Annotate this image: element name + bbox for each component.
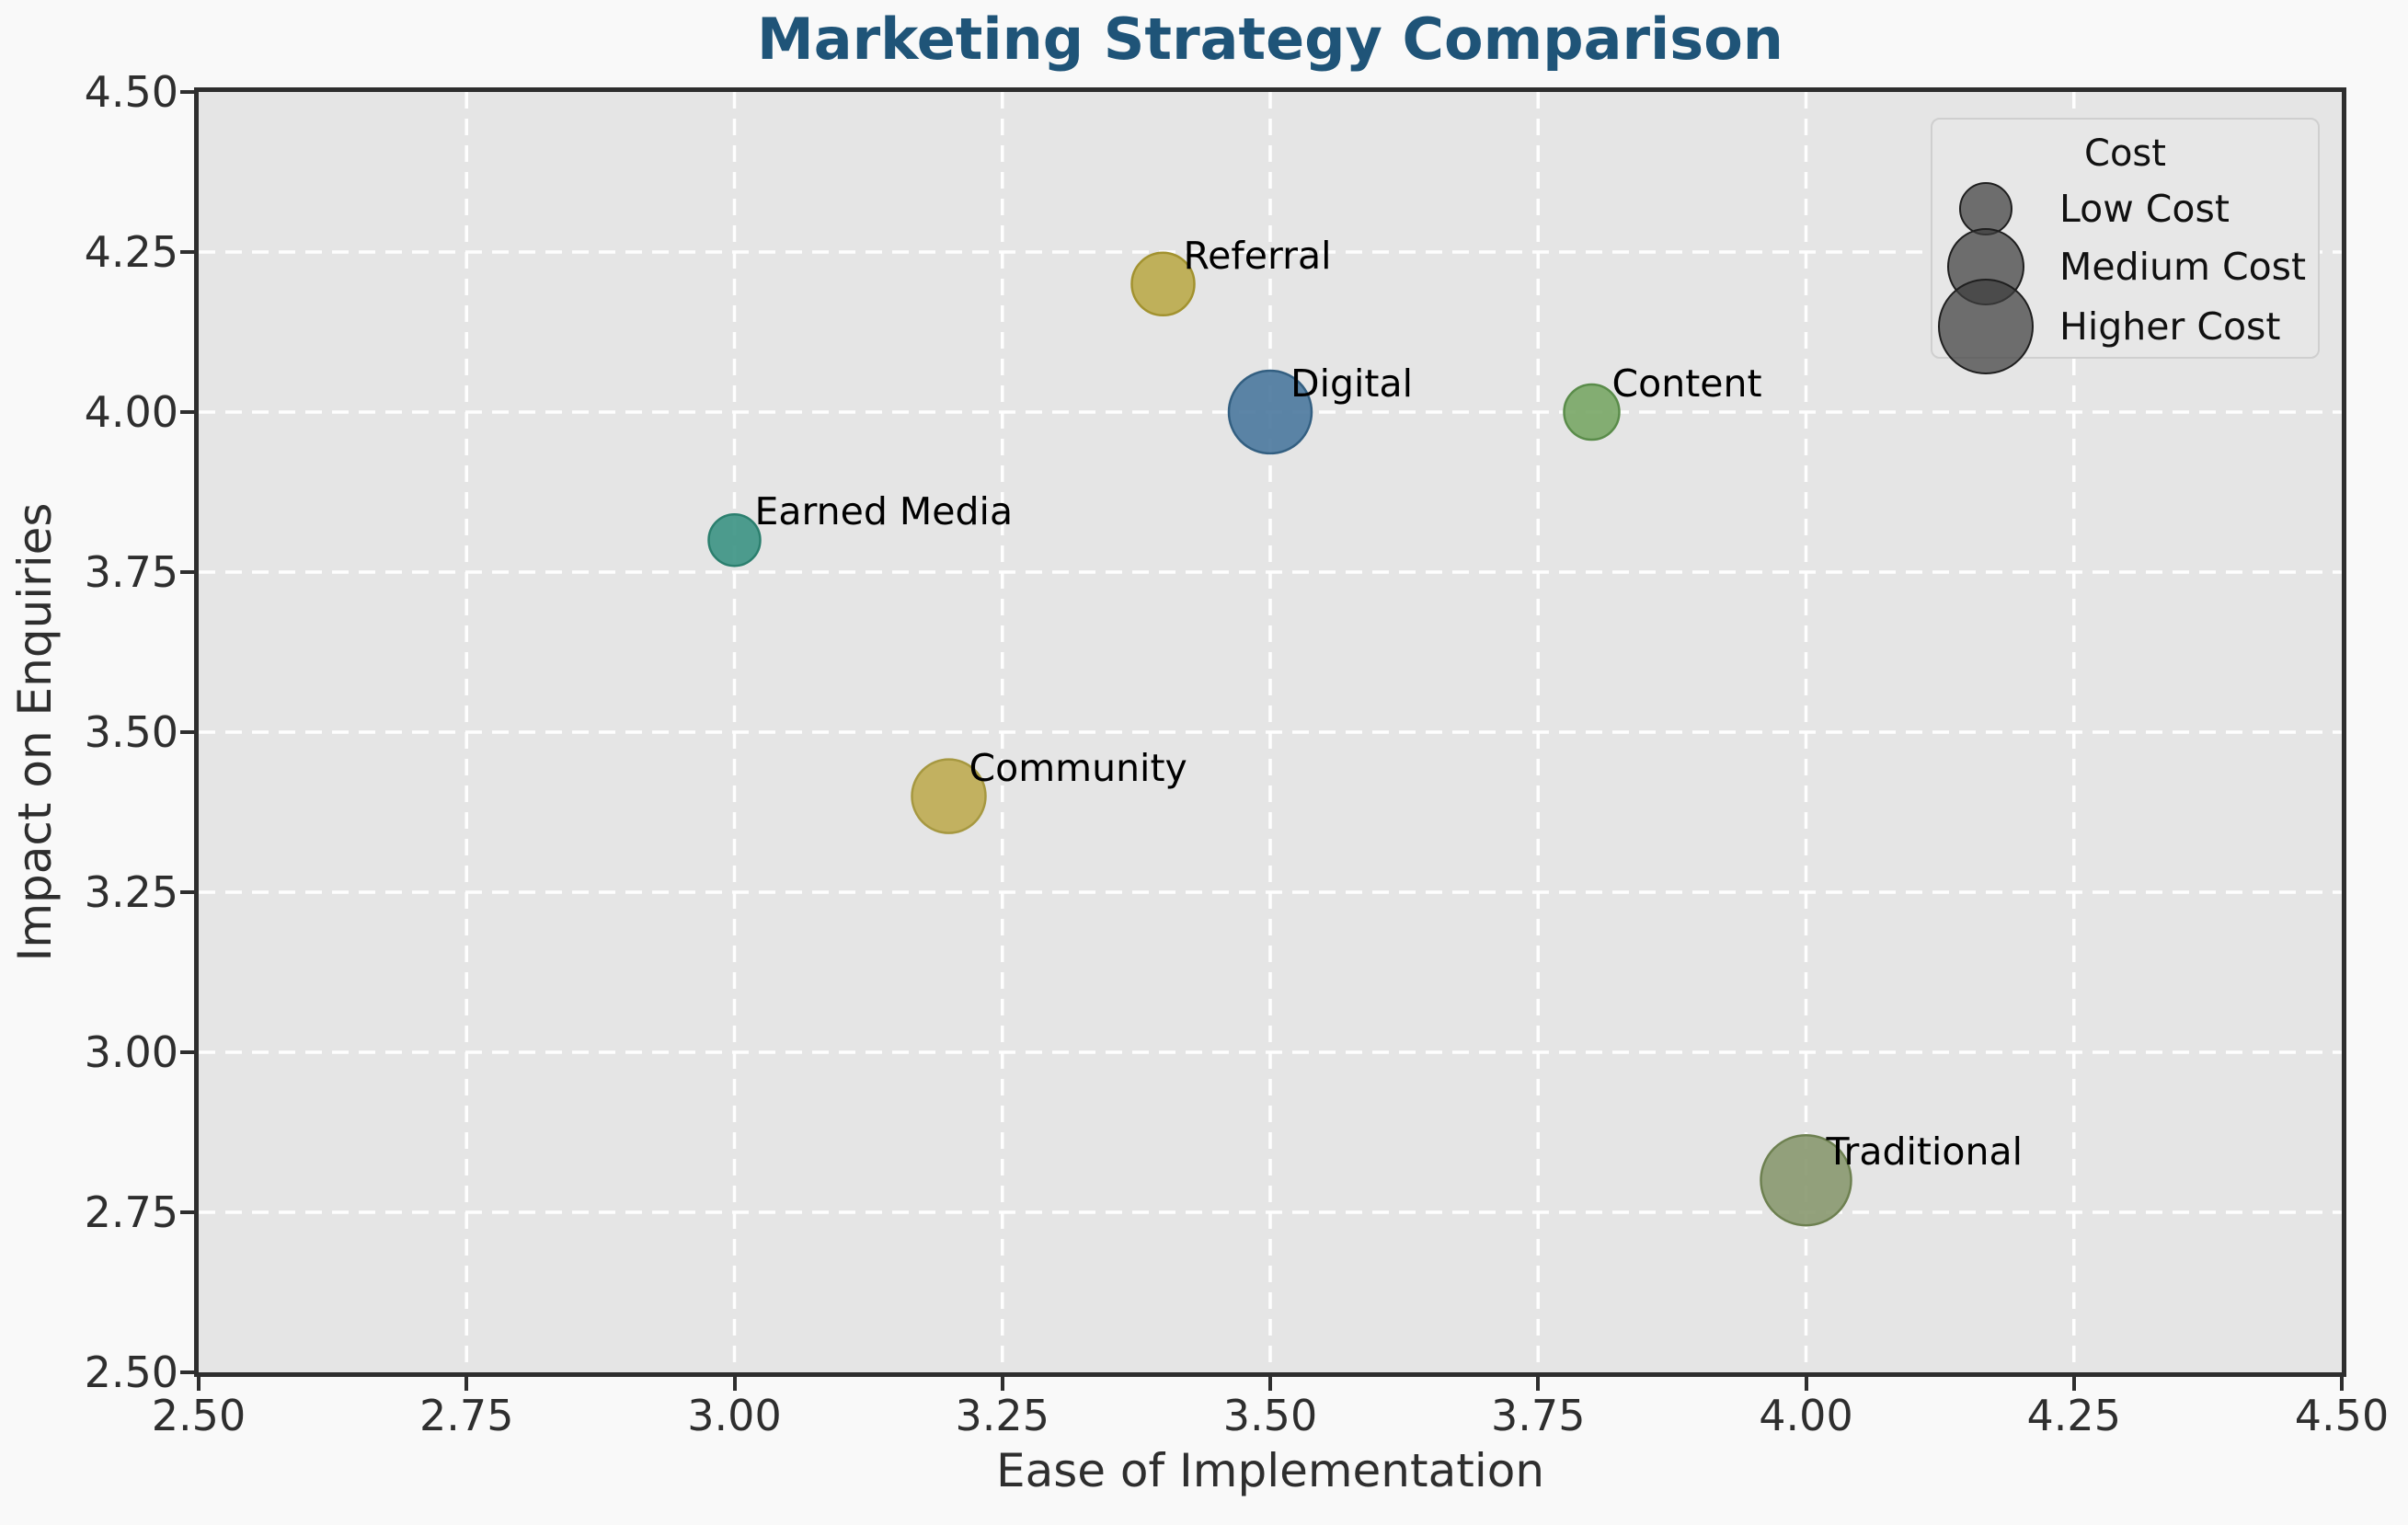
x-tick-mark: [1000, 1377, 1004, 1391]
x-tick-mark: [1804, 1377, 1808, 1391]
y-tick-label: 4.25: [84, 227, 178, 277]
legend-label-medium-cost: Medium Cost: [2059, 245, 2307, 289]
plot-area: Referral Digital Content Earned Media Commun…: [194, 87, 2346, 1377]
y-tick-label: 4.00: [84, 387, 178, 437]
x-tick-label: 4.00: [1759, 1391, 1853, 1440]
y-tick-label: 2.75: [84, 1187, 178, 1237]
y-tick-mark: [180, 730, 194, 734]
y-tick-mark: [180, 1370, 194, 1374]
x-tick-label: 3.25: [955, 1391, 1049, 1440]
y-tick-label: 3.00: [84, 1027, 178, 1077]
legend-title: Cost: [2084, 132, 2166, 175]
bubble-content: [1563, 383, 1621, 441]
x-tick-label: 2.75: [419, 1391, 514, 1440]
x-tick-mark: [197, 1377, 201, 1391]
bubble-traditional: [1760, 1133, 1852, 1227]
plot-canvas: [199, 92, 2342, 1372]
bubble-earned-media: [707, 512, 762, 568]
x-tick-mark: [1536, 1377, 1541, 1391]
y-tick-label: 3.25: [84, 867, 178, 917]
x-axis-label: Ease of Implementation: [995, 1444, 1545, 1497]
x-tick-label: 2.50: [151, 1391, 247, 1440]
chart-title: Marketing Strategy Comparison: [757, 6, 1783, 73]
y-tick-mark: [180, 90, 194, 94]
legend-label-low-cost: Low Cost: [2059, 187, 2230, 231]
y-tick-label: 3.50: [84, 707, 178, 757]
y-tick-mark: [180, 410, 194, 414]
legend-swatch-low-cost: [1959, 182, 2012, 235]
x-tick-mark: [732, 1377, 737, 1391]
bubble-referral: [1130, 251, 1196, 317]
x-tick-mark: [2071, 1377, 2076, 1391]
bubble-community: [911, 758, 987, 834]
legend-swatch-higher-cost: [1938, 279, 2034, 374]
bubble-digital: [1227, 369, 1313, 455]
legend-label-higher-cost: Higher Cost: [2059, 304, 2281, 349]
x-tick-label: 3.50: [1222, 1391, 1318, 1440]
x-tick-label: 3.00: [687, 1391, 782, 1440]
x-tick-mark: [2340, 1377, 2344, 1391]
x-tick-mark: [464, 1377, 469, 1391]
y-tick-mark: [180, 890, 194, 894]
y-tick-label: 4.50: [84, 67, 178, 117]
y-tick-mark: [180, 250, 194, 254]
x-tick-label: 4.50: [2294, 1391, 2390, 1440]
y-tick-label: 3.75: [84, 547, 178, 597]
y-tick-mark: [180, 1050, 194, 1054]
legend: Cost Low Cost Medium Cost Higher Cost: [1931, 118, 2320, 374]
y-tick-mark: [180, 570, 194, 574]
y-tick-label: 2.50: [84, 1347, 178, 1397]
x-tick-label: 4.25: [2026, 1391, 2121, 1440]
x-tick-label: 3.75: [1491, 1391, 1586, 1440]
x-tick-mark: [1268, 1377, 1272, 1391]
y-tick-mark: [180, 1210, 194, 1214]
